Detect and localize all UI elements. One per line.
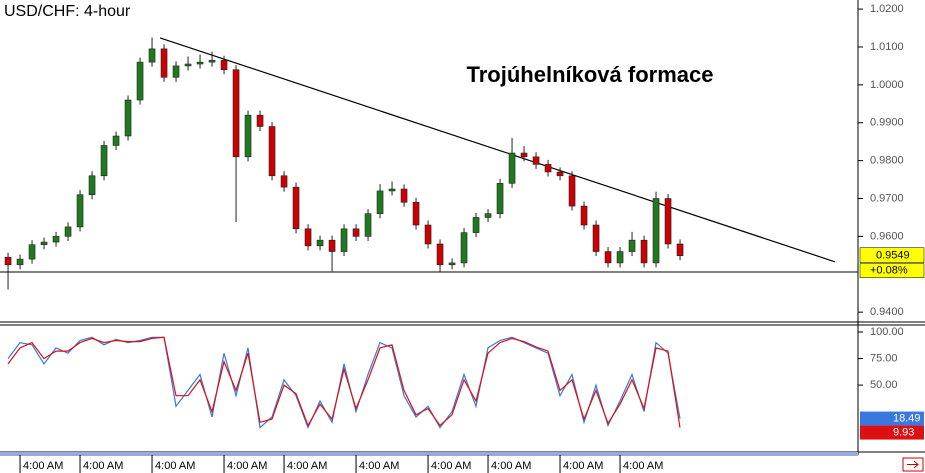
candle-body bbox=[256, 114, 264, 127]
candle-body bbox=[28, 244, 36, 260]
candle-body bbox=[496, 183, 504, 214]
candle-body bbox=[376, 190, 384, 214]
candle-body bbox=[640, 239, 648, 264]
candle-body bbox=[88, 175, 96, 196]
candle-body bbox=[388, 188, 396, 192]
last-price-label: 0.9549 bbox=[876, 250, 910, 262]
x-tick-label: 4:00 AM bbox=[23, 460, 63, 472]
x-tick-label: 4:00 AM bbox=[227, 460, 267, 472]
candle-body bbox=[676, 243, 684, 257]
y-tick-label: 0.9900 bbox=[870, 117, 904, 129]
candle-body bbox=[532, 156, 540, 165]
candle-body bbox=[124, 99, 132, 137]
candle-body bbox=[544, 164, 552, 173]
x-tick-label: 4:00 AM bbox=[563, 460, 603, 472]
y-tick-label: 0.9800 bbox=[870, 155, 904, 167]
y-tick-label: 1.0200 bbox=[870, 3, 904, 15]
candle-body bbox=[160, 48, 168, 78]
candle-body bbox=[484, 213, 492, 218]
y-tick-label: 100.00 bbox=[870, 326, 904, 338]
change-label: +0.08% bbox=[870, 265, 908, 277]
y-tick-label: 0.9700 bbox=[870, 192, 904, 204]
x-tick-label: 4:00 AM bbox=[359, 460, 399, 472]
chart-title: USD/CHF: 4-hour bbox=[4, 3, 131, 20]
y-tick-label: 1.0000 bbox=[870, 79, 904, 91]
candle-body bbox=[568, 175, 576, 207]
change-box bbox=[859, 263, 925, 278]
candle-body bbox=[268, 126, 276, 177]
candle-body bbox=[352, 228, 360, 237]
candle-body bbox=[40, 241, 48, 246]
candle-body bbox=[460, 232, 468, 264]
candle-body bbox=[112, 135, 120, 146]
candle-body bbox=[292, 186, 300, 230]
candle-body bbox=[328, 239, 336, 252]
candle-body bbox=[16, 258, 24, 266]
candle-body bbox=[196, 61, 204, 65]
candle-body bbox=[604, 251, 612, 264]
candle-body bbox=[436, 243, 444, 266]
candle-body bbox=[592, 224, 600, 252]
candle-body bbox=[304, 228, 312, 247]
candle-body bbox=[364, 213, 372, 237]
candle-body bbox=[472, 217, 480, 233]
candle-body bbox=[148, 48, 156, 63]
x-tick-label: 4:00 AM bbox=[83, 460, 123, 472]
time-strip bbox=[0, 452, 858, 456]
y-tick-label: 75.00 bbox=[870, 352, 898, 364]
candle-body bbox=[244, 114, 252, 158]
y-tick-label: 1.0100 bbox=[870, 41, 904, 53]
scroll-icon bbox=[907, 460, 919, 469]
candle-body bbox=[52, 236, 60, 243]
last-value-label: 18.49 bbox=[893, 412, 921, 424]
candle-body bbox=[340, 228, 348, 252]
candle-body bbox=[64, 226, 72, 237]
last-value-box bbox=[860, 425, 924, 440]
x-tick-label: 4:00 AM bbox=[155, 460, 195, 472]
last-price-box bbox=[859, 247, 925, 263]
candle-body bbox=[208, 59, 216, 63]
y-tick-label: 0.9400 bbox=[870, 306, 904, 318]
candle-body bbox=[280, 175, 288, 188]
oscillator-line bbox=[7, 336, 681, 428]
candle-body bbox=[508, 152, 516, 184]
candle-body bbox=[100, 145, 108, 177]
candle-body bbox=[172, 65, 180, 78]
candle-body bbox=[412, 201, 420, 226]
candle-body bbox=[136, 61, 144, 101]
x-tick-label: 4:00 AM bbox=[491, 460, 531, 472]
candle-body bbox=[76, 194, 84, 228]
candle-body bbox=[616, 251, 624, 264]
candle-body bbox=[580, 205, 588, 226]
candle-body bbox=[652, 198, 660, 264]
candle-body bbox=[664, 198, 672, 245]
candle-body bbox=[628, 239, 636, 252]
last-value-box bbox=[860, 411, 924, 426]
candle-body bbox=[4, 256, 12, 266]
y-tick-label: 50.00 bbox=[870, 379, 898, 391]
candle-body bbox=[556, 171, 564, 177]
candle-body bbox=[448, 262, 456, 266]
annotation: Trojúhelníková formace bbox=[467, 62, 714, 87]
candle-body bbox=[220, 59, 228, 71]
x-tick-label: 4:00 AM bbox=[287, 460, 327, 472]
candle-body bbox=[316, 239, 324, 247]
candle-body bbox=[520, 152, 528, 158]
y-tick-label: 0.9600 bbox=[870, 230, 904, 242]
trendline bbox=[159, 37, 836, 263]
x-tick-label: 4:00 AM bbox=[623, 460, 663, 472]
candle-body bbox=[424, 224, 432, 245]
last-value-label: 9.93 bbox=[893, 426, 914, 438]
candle-body bbox=[184, 63, 192, 67]
candle-body bbox=[232, 69, 240, 158]
x-tick-label: 4:00 AM bbox=[431, 460, 471, 472]
candle-body bbox=[400, 188, 408, 203]
